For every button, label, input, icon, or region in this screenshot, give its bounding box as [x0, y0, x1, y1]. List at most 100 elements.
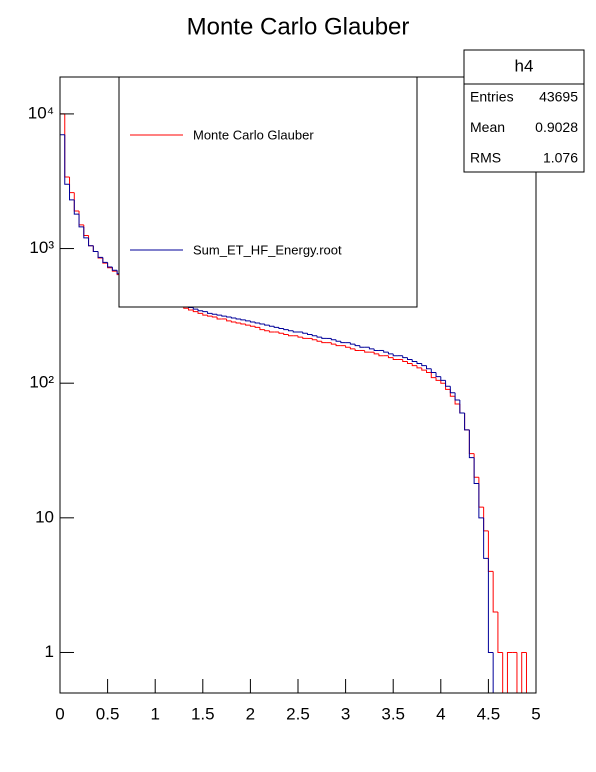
- histogram-bin: [245, 319, 251, 322]
- histogram-bin: [340, 341, 346, 344]
- histogram-bin: [188, 308, 194, 311]
- histogram-bin: [83, 226, 89, 239]
- histogram-bin: [69, 184, 75, 201]
- histogram-bin: [297, 335, 303, 338]
- x-tick-label: 5: [531, 704, 540, 723]
- legend: Monte Carlo Glauber Sum_ET_HF_Energy.root: [118, 76, 418, 308]
- histogram-bin: [459, 400, 465, 414]
- histogram-bin: [387, 352, 394, 355]
- histogram-bin: [402, 359, 408, 362]
- histogram-bin: [307, 333, 313, 335]
- histogram-bin: [454, 392, 460, 401]
- x-tick-label: 0: [55, 704, 64, 723]
- histogram-bin: [302, 337, 308, 339]
- histogram-bin: [235, 317, 241, 320]
- histogram-bin: [102, 257, 108, 263]
- histogram-bin: [287, 334, 294, 337]
- y-tick-label: 10²: [29, 373, 54, 392]
- x-tick-label: 4.5: [477, 704, 501, 723]
- x-tick-label: 3.5: [381, 704, 405, 723]
- histogram-bin: [321, 337, 327, 339]
- histogram-bin: [216, 317, 222, 320]
- histogram-bin: [278, 332, 284, 334]
- histogram-bin: [88, 237, 94, 247]
- histogram-bin: [321, 341, 327, 344]
- x-tick-label: 2.5: [286, 704, 310, 723]
- histogram-bin: [64, 134, 70, 185]
- histogram-bin: [373, 348, 379, 351]
- histogram-bin: [440, 380, 446, 384]
- legend-box: [118, 76, 418, 308]
- histogram-bin: [406, 361, 413, 365]
- x-tick-label: 1.5: [191, 704, 215, 723]
- histogram-bin: [259, 327, 265, 331]
- stats-value: 1.076: [543, 150, 578, 166]
- y-tick-label: 10³: [29, 238, 54, 257]
- histogram-bin: [230, 320, 237, 323]
- histogram-bin: [335, 344, 341, 347]
- histogram-bin: [268, 330, 275, 333]
- histogram-bin: [335, 339, 341, 342]
- histogram-bin: [192, 307, 199, 310]
- histogram-bin: [302, 332, 308, 334]
- histogram-bin: [111, 266, 118, 271]
- histogram-bin: [235, 321, 241, 324]
- histogram-bin: [373, 352, 379, 355]
- histogram-bin: [506, 651, 513, 693]
- histogram-bin: [97, 251, 103, 258]
- histogram-bin: [354, 348, 360, 351]
- histogram-bin: [287, 329, 294, 332]
- histogram-bin: [478, 483, 484, 519]
- histogram-bin: [316, 335, 322, 338]
- histogram-bin: [359, 345, 365, 348]
- histogram-bin: [426, 365, 432, 370]
- histogram-bin: [78, 214, 84, 228]
- x-tick-label: 3: [341, 704, 350, 723]
- histogram-bin: [416, 365, 422, 369]
- histogram-bin: [445, 380, 451, 387]
- histogram-bin: [240, 322, 246, 325]
- histogram-bin: [268, 325, 275, 327]
- histogram-bin: [349, 342, 356, 345]
- histogram-bin: [349, 347, 356, 350]
- stats-value: 43695: [539, 89, 578, 105]
- y-tick-label: 1: [45, 642, 54, 661]
- histogram-bin: [464, 413, 470, 431]
- histogram-bin: [473, 457, 479, 484]
- histogram-bin: [202, 313, 208, 316]
- histogram-bin: [73, 199, 80, 215]
- histogram-bin: [330, 338, 337, 341]
- histogram-bin: [264, 329, 270, 332]
- x-tick-label: 0.5: [96, 704, 120, 723]
- histogram-bin: [449, 386, 456, 394]
- histogram-bin: [311, 338, 318, 341]
- histogram-bin: [421, 367, 427, 371]
- histogram-bin: [430, 372, 437, 379]
- histogram-bin: [392, 357, 398, 360]
- histogram-bin: [426, 370, 432, 374]
- histogram-bin: [254, 321, 260, 324]
- histogram-bin: [197, 309, 203, 312]
- y-tick-label: 10: [35, 507, 54, 526]
- histogram-bin: [211, 313, 218, 315]
- histogram-bin: [249, 325, 256, 327]
- histogram-bin: [207, 311, 213, 314]
- histogram-bin: [311, 334, 318, 337]
- histogram-bin: [378, 353, 384, 357]
- histogram-bin: [487, 558, 494, 653]
- histogram-bin: [226, 316, 232, 318]
- legend-label: Monte Carlo Glauber: [193, 127, 314, 142]
- histogram-bin: [202, 310, 208, 313]
- histogram-bin: [273, 326, 279, 328]
- chart-title: Monte Carlo Glauber: [187, 13, 410, 40]
- legend-label: Sum_ET_HF_Energy.root: [193, 242, 342, 257]
- histogram-bin: [492, 571, 498, 613]
- histogram-bin: [230, 317, 237, 319]
- x-tick-label: 1: [150, 704, 159, 723]
- y-tick-label: 10⁴: [28, 103, 54, 122]
- histogram-bin: [283, 333, 289, 335]
- stats-value: 0.9028: [535, 119, 578, 135]
- histogram-bin: [497, 611, 503, 653]
- histogram-bin: [197, 311, 203, 314]
